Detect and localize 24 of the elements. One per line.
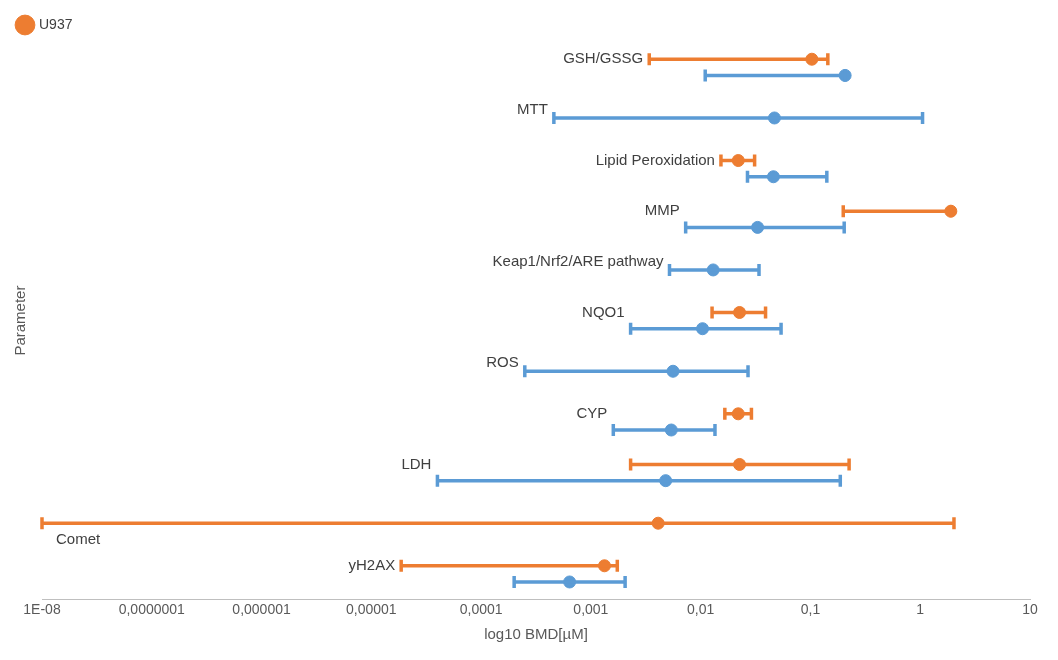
x-tick-label: 0,00001 [346, 601, 397, 618]
y-tick-label: CYP [576, 404, 608, 422]
y-tick-label: MMP [644, 201, 680, 219]
y-tick-label: ROS [486, 353, 519, 371]
x-tick-label: 0,001 [573, 601, 609, 618]
x-tick-label: 0,0000001 [118, 601, 186, 618]
y-tick-label: GSH/GSSG [563, 49, 644, 67]
x-tick-label: 0,000001 [232, 601, 291, 618]
y-axis-title: Parameter [11, 285, 29, 356]
x-tick-label: 0,1 [800, 601, 821, 618]
x-axis-title: log10 BMD[µM] [484, 625, 588, 643]
x-tick-label: 1 [916, 601, 925, 618]
y-tick-label: NQO1 [582, 302, 625, 320]
y-tick-label: yH2AX [348, 556, 396, 574]
y-tick-label: Lipid Peroxidation [595, 150, 715, 168]
y-tick-label: MTT [517, 100, 548, 118]
x-tick-label: 10 [1022, 601, 1038, 618]
legend-label: U937 [39, 15, 73, 32]
y-tick-label: LDH [401, 454, 432, 472]
x-tick-label: 0,01 [687, 601, 715, 618]
x-tick-label: 0,0001 [459, 601, 503, 618]
y-tick-label: Comet [56, 530, 102, 548]
y-tick-label: Keap1/Nrf2/ARE pathway [492, 252, 664, 270]
x-tick-label: 1E-08 [23, 601, 61, 618]
